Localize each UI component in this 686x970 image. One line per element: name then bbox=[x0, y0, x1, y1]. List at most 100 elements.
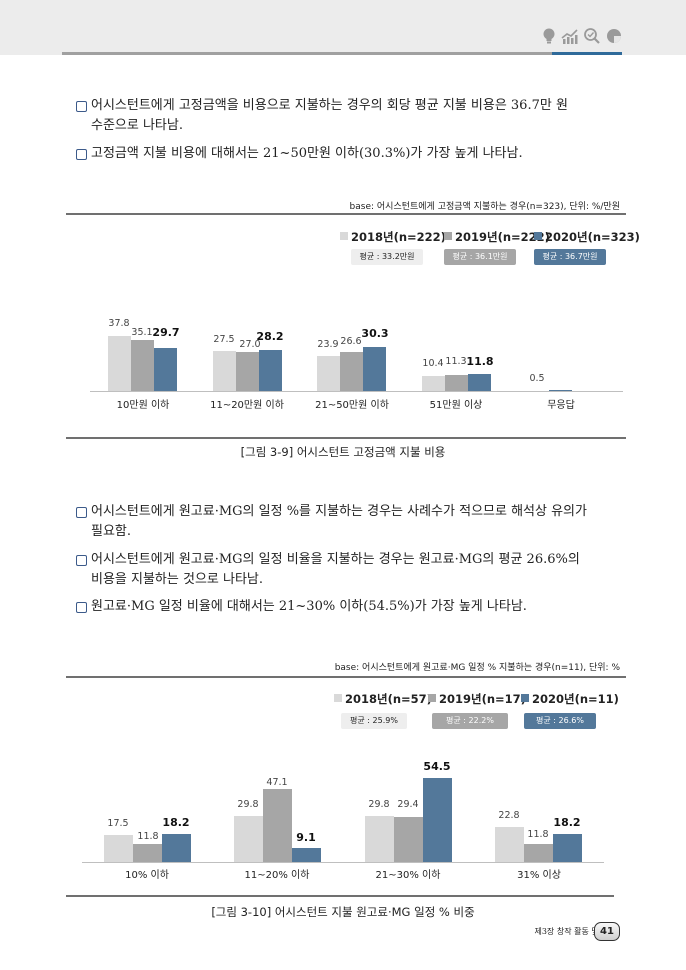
figure-caption: [그림 3-10] 어시스턴트 지불 원고료·MG 일정 % 비중 bbox=[211, 905, 475, 919]
checkbox-bullet-icon bbox=[76, 555, 87, 566]
checkbox-bullet-icon bbox=[76, 149, 87, 160]
bar-value-label: 47.1 bbox=[266, 777, 288, 788]
bar-2019 bbox=[133, 844, 162, 862]
bar-value-label: 9.1 bbox=[296, 831, 316, 844]
bar-value-label: 27.0 bbox=[239, 339, 261, 350]
figure-caption: [그림 3-9] 어시스턴트 고정금액 지불 비용 bbox=[240, 445, 446, 459]
bar-value-label: 11.3 bbox=[445, 356, 467, 367]
bar-2018 bbox=[108, 336, 131, 391]
bar-2020 bbox=[363, 347, 386, 391]
bar-value-label: 18.2 bbox=[162, 816, 190, 829]
bar-value-label: 29.7 bbox=[152, 326, 180, 339]
category-label: 51만원 이상 bbox=[429, 400, 483, 411]
category-label: 10% 이하 bbox=[125, 870, 169, 881]
bar-2019 bbox=[236, 352, 259, 391]
bar-value-label: 11.8 bbox=[527, 829, 549, 840]
bar-2019 bbox=[524, 844, 553, 862]
category-label: 10만원 이하 bbox=[116, 400, 170, 411]
bar-2018 bbox=[317, 356, 340, 391]
chart-legend-item: 2018년(n=57) bbox=[334, 691, 432, 707]
bar-2019 bbox=[394, 817, 423, 862]
average-badge-2019: 평균 : 36.1만원 bbox=[444, 249, 516, 265]
bullet-text-line: 수준으로 나타남. bbox=[91, 118, 183, 133]
bar-2018 bbox=[234, 816, 263, 862]
category-label: 21~50만원 이하 bbox=[315, 400, 389, 411]
bar-value-label: 23.9 bbox=[317, 339, 339, 350]
checkbox-bullet-icon bbox=[76, 101, 87, 112]
bar-value-label: 18.2 bbox=[553, 816, 581, 829]
page-header bbox=[0, 0, 686, 55]
bullet-paragraph: 어시스턴트에게 원고료·MG의 일정 %를 지불하는 경우는 사례수가 적으므로… bbox=[76, 502, 616, 542]
chart-legend-item: 2018년(n=222) bbox=[340, 229, 446, 245]
x-axis-line bbox=[90, 391, 623, 392]
chart-bottom-rule bbox=[66, 437, 626, 439]
average-badge-2020: 평균 : 26.6% bbox=[524, 713, 596, 729]
bar-value-label: 30.3 bbox=[361, 327, 389, 340]
bar-value-label: 11.8 bbox=[137, 831, 159, 842]
legend-swatch-icon bbox=[444, 232, 452, 240]
chapter-footer-label: 제3장 창작 활동 및 환경 bbox=[534, 927, 616, 936]
bar-2018 bbox=[422, 376, 445, 391]
bar-2020 bbox=[154, 348, 177, 391]
bar-value-label: 28.2 bbox=[256, 330, 284, 343]
bar-value-label: 29.8 bbox=[237, 799, 259, 810]
bar-2018 bbox=[104, 835, 133, 862]
bar-2018 bbox=[495, 827, 524, 862]
chart-growth-icon bbox=[561, 29, 578, 44]
category-label: 11~20% 이하 bbox=[244, 870, 310, 881]
category-label: 21~30% 이하 bbox=[375, 870, 441, 881]
bar-value-label: 22.8 bbox=[498, 810, 520, 821]
bar-value-label: 0.5 bbox=[529, 373, 545, 384]
bar-value-label: 26.6 bbox=[340, 336, 362, 347]
category-label: 31% 이상 bbox=[517, 870, 561, 881]
chart-legend-item: 2020년(n=323) bbox=[534, 229, 640, 245]
bar-value-label: 54.5 bbox=[423, 760, 451, 773]
bullet-text-line: 고정금액 지불 비용에 대해서는 21~50만원 이하(30.3%)가 가장 높… bbox=[91, 146, 523, 161]
bullet-paragraph: 원고료·MG 일정 비율에 대해서는 21~30% 이하(54.5%)가 가장 … bbox=[76, 597, 616, 617]
bar-value-label: 37.8 bbox=[108, 318, 130, 329]
bar-2020 bbox=[292, 848, 321, 862]
bullet-text-line: 비용을 지불하는 것으로 나타남. bbox=[91, 572, 264, 587]
average-badge-2019: 평균 : 22.2% bbox=[432, 713, 508, 729]
category-label: 11~20만원 이하 bbox=[210, 400, 284, 411]
lightbulb-icon bbox=[543, 28, 555, 44]
bullet-text-line: 어시스턴트에게 원고료·MG의 일정 %를 지불하는 경우는 사례수가 적으므로… bbox=[91, 504, 587, 519]
bar-value-label: 27.5 bbox=[213, 334, 235, 345]
bar-2019 bbox=[263, 789, 292, 862]
bar-2020 bbox=[549, 390, 572, 391]
bullet-paragraph: 어시스턴트에게 원고료·MG의 일정 비율을 지불하는 경우는 원고료·MG의 … bbox=[76, 550, 616, 590]
bullet-text-line: 어시스턴트에게 고정금액을 비용으로 지불하는 경우의 회당 평균 지불 비용은… bbox=[91, 98, 568, 113]
legend-swatch-icon bbox=[334, 694, 342, 702]
bar-value-label: 29.8 bbox=[368, 799, 390, 810]
bullet-paragraph: 고정금액 지불 비용에 대해서는 21~50만원 이하(30.3%)가 가장 높… bbox=[76, 144, 616, 164]
bar-2018 bbox=[213, 351, 236, 391]
checkbox-bullet-icon bbox=[76, 602, 87, 613]
chart-legend-item: 2020년(n=11) bbox=[521, 691, 619, 707]
bar-2018 bbox=[365, 816, 394, 862]
chart-base-note: base: 어시스턴트에게 원고료·MG 일정 % 지불하는 경우(n=11),… bbox=[334, 663, 620, 673]
bar-value-label: 11.8 bbox=[466, 355, 494, 368]
average-badge-2018: 평균 : 33.2만원 bbox=[351, 249, 423, 265]
bar-2020 bbox=[553, 834, 582, 862]
bar-2020 bbox=[423, 778, 452, 862]
bar-2019 bbox=[340, 352, 363, 391]
bullet-text-line: 필요함. bbox=[91, 524, 132, 539]
bullet-paragraph: 어시스턴트에게 고정금액을 비용으로 지불하는 경우의 회당 평균 지불 비용은… bbox=[76, 96, 616, 136]
legend-swatch-icon bbox=[534, 232, 542, 240]
bar-2020 bbox=[162, 834, 191, 862]
legend-swatch-icon bbox=[521, 694, 529, 702]
chart-legend-item: 2019년(n=17) bbox=[428, 691, 526, 707]
legend-swatch-icon bbox=[428, 694, 436, 702]
bar-value-label: 10.4 bbox=[422, 358, 444, 369]
chart-bottom-rule bbox=[66, 895, 614, 897]
x-axis-line bbox=[82, 862, 604, 863]
pie-chart-icon bbox=[607, 29, 621, 43]
average-badge-2018: 평균 : 25.9% bbox=[341, 713, 407, 729]
category-label: 무응답 bbox=[547, 400, 575, 411]
search-check-icon bbox=[584, 28, 600, 44]
average-badge-2020: 평균 : 36.7만원 bbox=[534, 249, 606, 265]
bar-value-label: 35.1 bbox=[131, 327, 153, 338]
bar-2020 bbox=[468, 374, 491, 391]
page-number-badge: 41 bbox=[594, 922, 620, 941]
bullet-text-line: 원고료·MG 일정 비율에 대해서는 21~30% 이하(54.5%)가 가장 … bbox=[91, 599, 527, 614]
